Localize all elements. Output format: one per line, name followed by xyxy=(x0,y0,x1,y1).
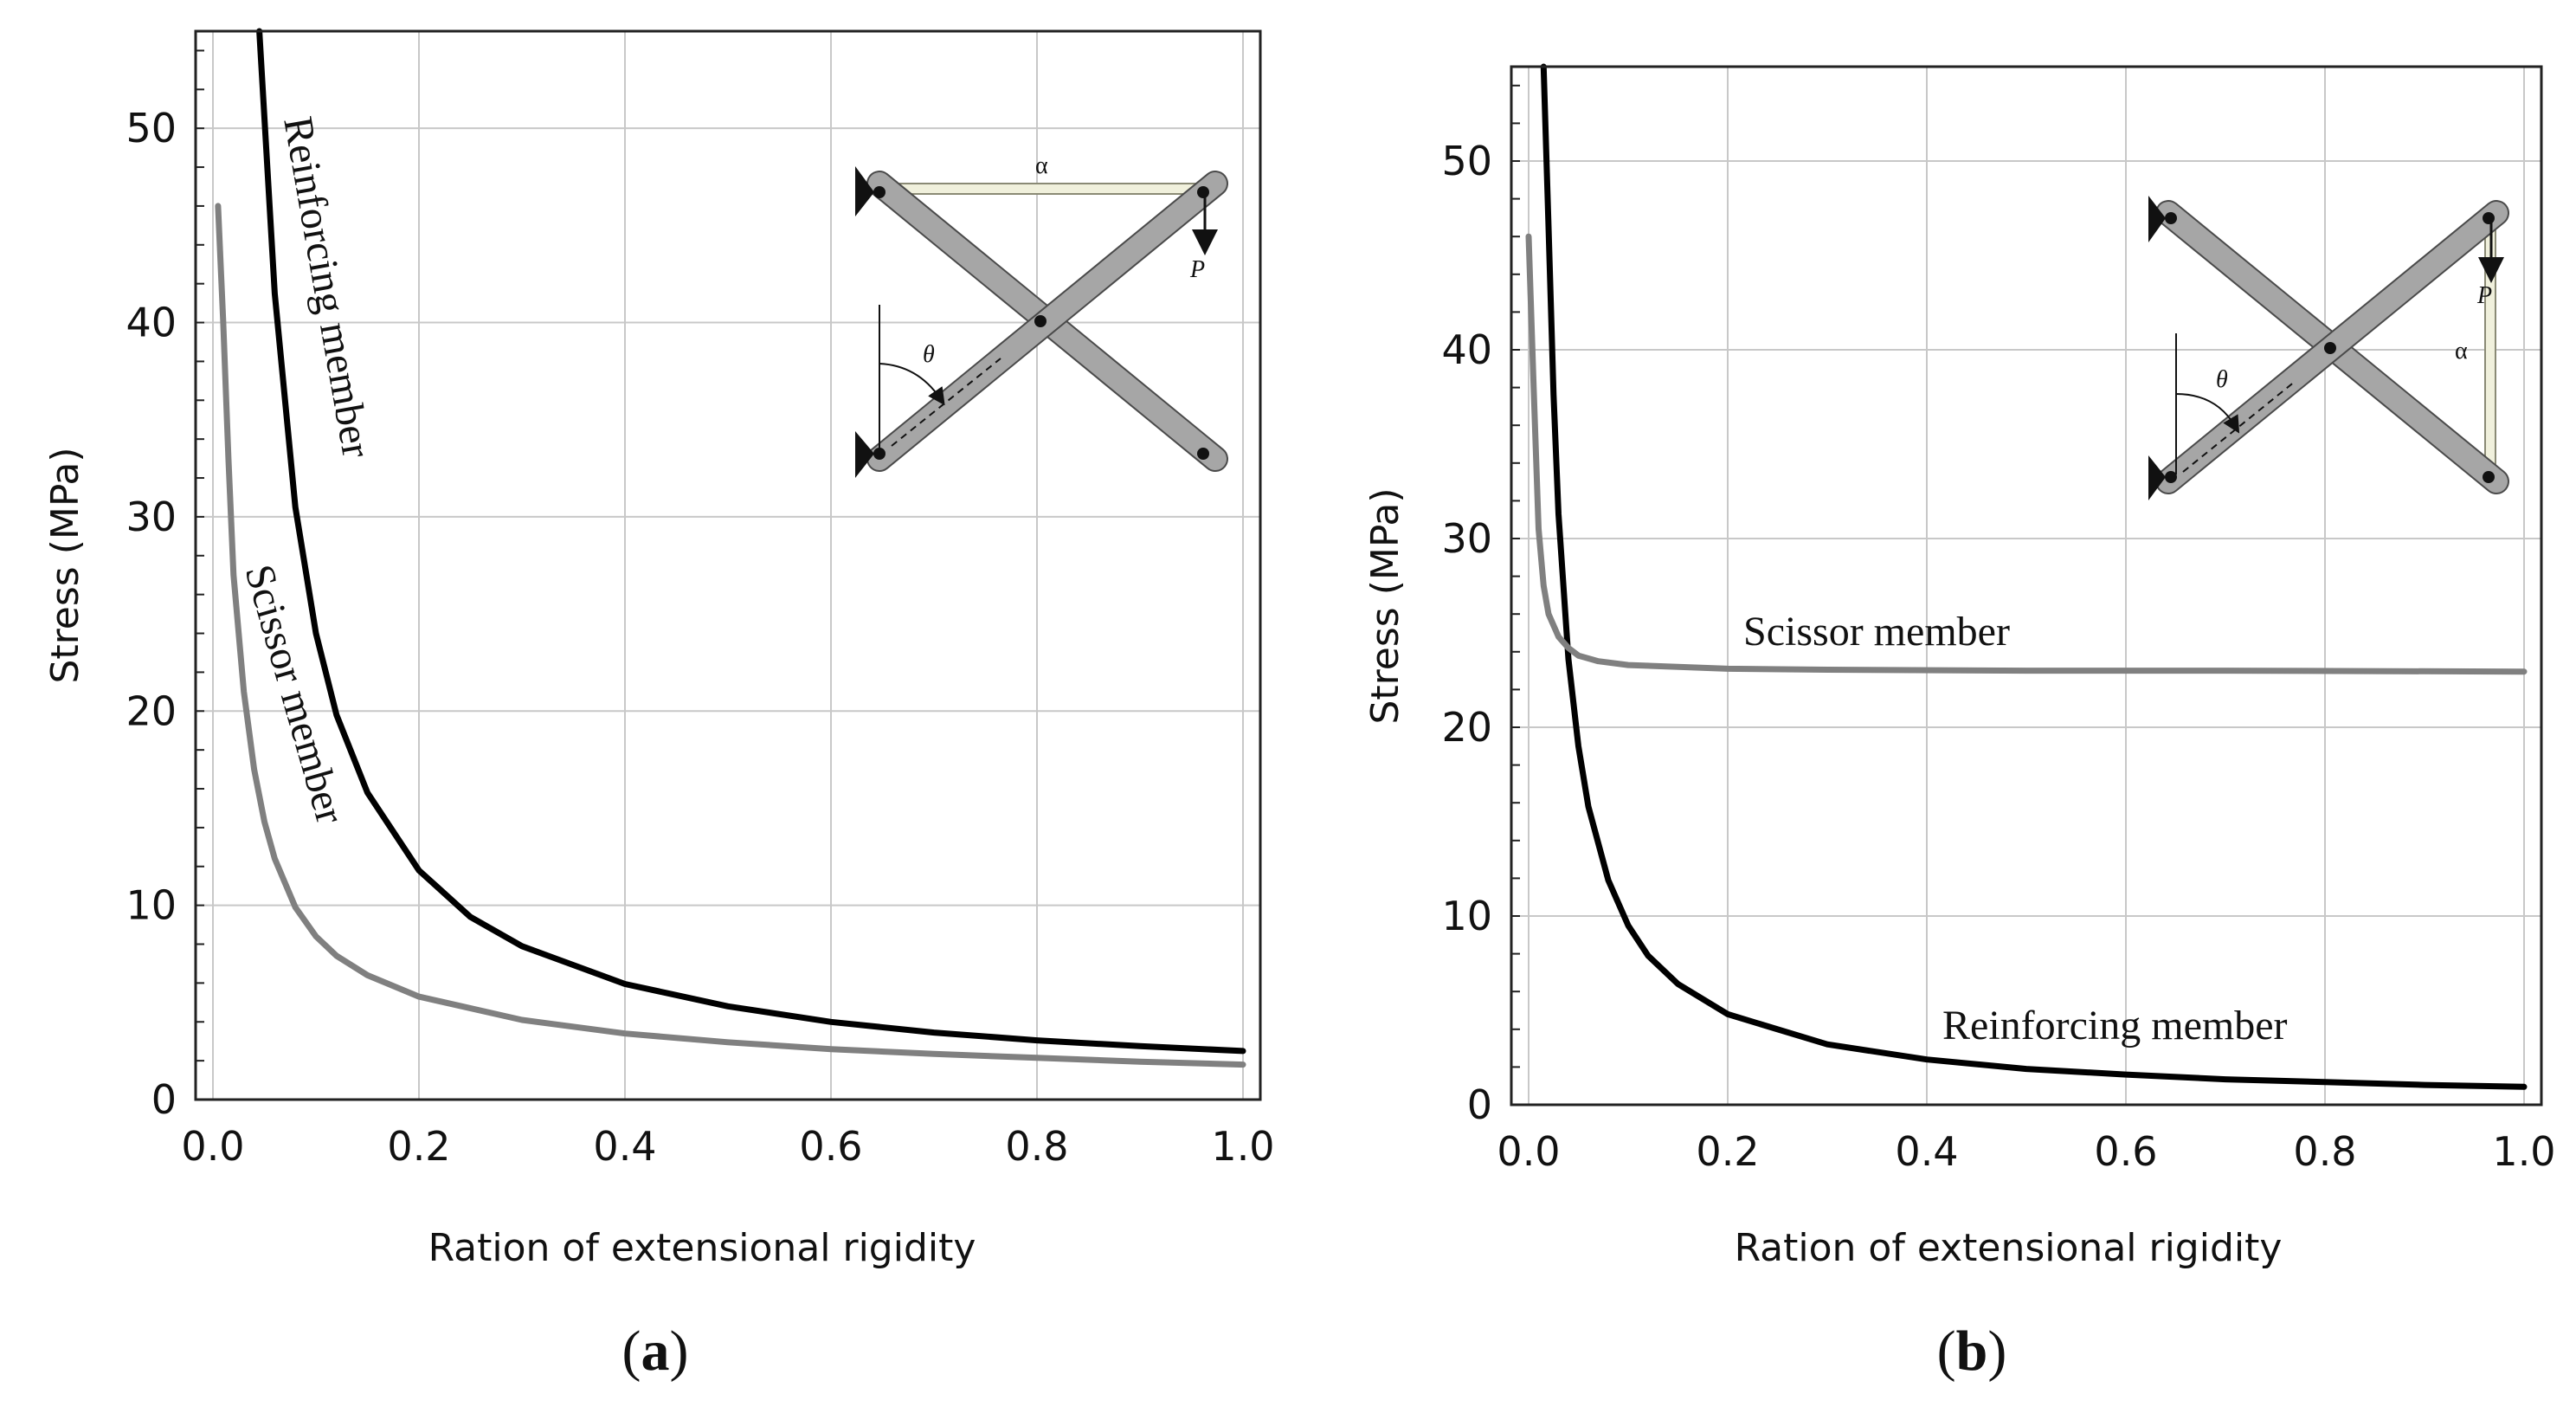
x-tick-labels-a: 0.0 0.2 0.4 0.6 0.8 1.0 xyxy=(181,1123,1274,1170)
x-tick-label: 0.0 xyxy=(1497,1128,1560,1175)
y-tick-label: 0 xyxy=(1467,1081,1492,1128)
angle-arc-a xyxy=(879,363,945,406)
support-top-a xyxy=(855,166,874,216)
plot-frame-b xyxy=(1510,65,2543,1107)
x-tick-label: 0.2 xyxy=(1696,1128,1759,1175)
y-axis-title-a: Stress (MPa) xyxy=(43,447,87,683)
y-tick-label: 0 xyxy=(151,1076,177,1123)
series-line-reinforcing-member xyxy=(256,28,1246,1055)
y-tick-label: 10 xyxy=(126,882,177,929)
support-top-b xyxy=(2148,196,2166,242)
x-tick-label: 0.8 xyxy=(2293,1128,2356,1175)
x-tick-label: 0.2 xyxy=(387,1123,450,1170)
y-tick-label: 50 xyxy=(1441,138,1492,184)
panel-label-b: (b) xyxy=(1937,1319,2007,1383)
y-tick-label: 20 xyxy=(126,687,177,734)
panel-a: 0 10 20 30 40 50 0.0 0.2 0.4 0.6 0.8 1.0 Stress (M… xyxy=(43,28,1275,1383)
y-tick-label: 50 xyxy=(126,105,177,152)
curves-b xyxy=(1525,63,2528,1090)
panel-label-a: (a) xyxy=(622,1319,689,1383)
theta-symbol-b: θ xyxy=(2216,366,2228,393)
y-tick-label: 10 xyxy=(1441,893,1492,939)
load-symbol-b: P xyxy=(2476,282,2492,309)
pin-top-right-a xyxy=(1197,186,1209,198)
minor-ticks-a xyxy=(196,49,204,1100)
x-tick-label: 0.8 xyxy=(1005,1123,1068,1170)
series-line-scissor-member xyxy=(1525,233,2528,675)
y-tick-label: 40 xyxy=(1441,326,1492,373)
pin-bottom-left-b xyxy=(2165,471,2177,483)
x-tick-label: 1.0 xyxy=(1211,1123,1274,1170)
x-axis-title-a: Ration of extensional rigidity xyxy=(428,1226,976,1270)
x-tick-label: 0.0 xyxy=(181,1123,244,1170)
series-line-reinforcing-member xyxy=(1540,63,2528,1090)
y-tick-label: 40 xyxy=(126,300,177,346)
grid-a xyxy=(196,31,1260,1100)
pin-center-b xyxy=(2324,342,2336,354)
pin-top-left-b xyxy=(2165,212,2177,224)
x-tick-label: 0.4 xyxy=(1895,1128,1958,1175)
plot-frame-a xyxy=(194,29,1262,1101)
pin-bottom-left-a xyxy=(873,448,886,460)
plot-area-b xyxy=(1511,67,2541,1105)
plot-area-a xyxy=(196,31,1260,1100)
alpha-symbol-a: α xyxy=(1035,152,1048,179)
angle-arc-b xyxy=(2175,393,2240,434)
y-tick-labels-b: 0 10 20 30 40 50 xyxy=(1441,138,1492,1128)
curves-a xyxy=(215,28,1246,1068)
y-tick-label: 30 xyxy=(126,494,177,540)
support-bottom-a xyxy=(855,431,874,478)
y-tick-labels-a: 0 10 20 30 40 50 xyxy=(126,105,177,1123)
pin-top-left-a xyxy=(873,186,886,198)
pin-center-a xyxy=(1034,315,1046,327)
x-tick-labels-b: 0.0 0.2 0.4 0.6 0.8 1.0 xyxy=(1497,1128,2555,1175)
y-axis-title-b: Stress (MPa) xyxy=(1363,487,1407,724)
inset-diagram-b: θ P α xyxy=(2148,196,2509,500)
load-symbol-a: P xyxy=(1189,256,1205,283)
scissor-bar-2-fill-a xyxy=(868,172,1227,470)
annotation-reinforcing-b: Reinforcing member xyxy=(1942,1003,2288,1048)
pin-bottom-right-b xyxy=(2483,471,2495,483)
x-tick-label: 0.4 xyxy=(593,1123,656,1170)
support-bottom-b xyxy=(2148,455,2166,500)
y-tick-label: 20 xyxy=(1441,704,1492,751)
x-tick-label: 0.6 xyxy=(799,1123,862,1170)
pin-bottom-right-a xyxy=(1197,448,1209,460)
panel-letter-b: b xyxy=(1956,1319,1988,1383)
x-tick-label: 0.6 xyxy=(2094,1128,2157,1175)
theta-symbol-a: θ xyxy=(923,341,935,368)
grid-b xyxy=(1511,67,2541,1105)
inset-diagram-a: θ P α xyxy=(855,152,1228,478)
alpha-symbol-b: α xyxy=(2455,338,2468,365)
x-tick-label: 1.0 xyxy=(2492,1128,2555,1175)
y-tick-label: 30 xyxy=(1441,515,1492,562)
panel-letter-a: a xyxy=(641,1319,670,1383)
x-axis-title-b: Ration of extensional rigidity xyxy=(1735,1226,2283,1270)
annotation-scissor-b: Scissor member xyxy=(1743,609,2010,655)
panel-b: 0 10 20 30 40 50 0.0 0.2 0.4 0.6 0.8 1.0 Stress (M… xyxy=(1363,63,2556,1383)
pin-top-right-b xyxy=(2483,212,2495,224)
minor-ticks-b xyxy=(1511,84,1520,1106)
series-line-scissor-member xyxy=(215,203,1246,1068)
